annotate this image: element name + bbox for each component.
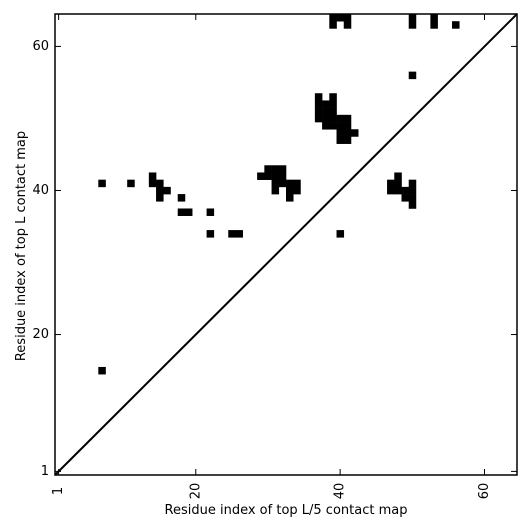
- contact-cell: [401, 186, 410, 195]
- contact-cell: [156, 186, 164, 195]
- contact-cell: [314, 93, 323, 101]
- contact-cell: [401, 194, 410, 202]
- contact-cell: [329, 114, 337, 123]
- contact-cell: [394, 172, 402, 180]
- x-tick-label: 1: [51, 487, 66, 495]
- contact-cell: [278, 172, 287, 180]
- contact-cell: [408, 21, 417, 29]
- contact-cell: [408, 186, 417, 195]
- contact-cell: [314, 114, 323, 123]
- contact-cell: [206, 208, 215, 216]
- x-tick-label: 40: [333, 483, 348, 500]
- contact-cell: [329, 100, 337, 108]
- contact-cell: [408, 71, 417, 80]
- contact-cell: [336, 136, 345, 144]
- contact-cell: [343, 21, 352, 29]
- contact-cell: [343, 129, 352, 137]
- contact-cell: [148, 179, 157, 188]
- contact-cell: [314, 100, 323, 108]
- contact-cell: [314, 107, 323, 116]
- contact-cell: [343, 14, 352, 22]
- contact-cell: [329, 122, 337, 130]
- y-axis-label: Residue index of top L contact map: [14, 131, 29, 361]
- y-tick-label: 40: [32, 183, 49, 198]
- contact-cell: [127, 179, 135, 188]
- x-axis-label: Residue index of top L/5 contact map: [165, 503, 408, 518]
- x-tick-label: 60: [477, 483, 492, 500]
- contact-cell: [98, 366, 106, 375]
- y-tick-label: 60: [32, 39, 49, 54]
- contact-cell: [329, 21, 337, 29]
- contact-cell: [278, 179, 287, 188]
- contact-cell: [350, 129, 359, 137]
- contact-cell: [322, 114, 330, 123]
- contact-cell: [271, 172, 280, 180]
- contact-cell: [322, 100, 330, 108]
- contact-cell: [343, 122, 352, 130]
- contact-cell: [235, 230, 243, 238]
- contact-cell: [206, 230, 215, 238]
- contact-cell: [293, 179, 301, 188]
- contact-cell: [184, 208, 193, 216]
- contact-cell: [408, 14, 417, 22]
- contact-cell: [387, 179, 395, 188]
- contact-cell: [336, 114, 345, 123]
- contact-cell: [329, 107, 337, 116]
- contact-cell: [322, 122, 330, 130]
- contact-cell: [430, 21, 438, 29]
- contact-cell: [408, 201, 417, 209]
- contact-cell: [329, 93, 337, 101]
- contact-cell: [271, 186, 280, 195]
- contact-cell: [264, 172, 272, 180]
- contact-cell: [430, 14, 438, 22]
- contact-cell: [264, 165, 272, 173]
- contact-cell: [271, 179, 280, 188]
- contact-cell: [322, 107, 330, 116]
- contact-cell: [408, 179, 417, 188]
- diagonal-line: [54, 13, 518, 476]
- contact-cell: [148, 172, 157, 180]
- contact-cells: [98, 14, 460, 375]
- contact-cell: [394, 186, 402, 195]
- contact-cell: [177, 194, 186, 202]
- axis-ticks: 1 20 40 60 1 20 40 60: [32, 14, 517, 499]
- contact-cell: [394, 179, 402, 188]
- contact-cell: [271, 165, 280, 173]
- x-tick-label: 20: [188, 483, 203, 500]
- contact-cell: [286, 186, 294, 195]
- contact-cell: [343, 136, 352, 144]
- contact-cell: [156, 179, 164, 188]
- contact-cell: [387, 186, 395, 195]
- y-tick-label: 20: [32, 327, 49, 342]
- contact-cell: [336, 129, 345, 137]
- contact-cell: [278, 165, 287, 173]
- contact-cell: [329, 14, 337, 22]
- contact-cell: [343, 114, 352, 123]
- contact-cell: [257, 172, 265, 180]
- contact-cell: [156, 194, 164, 202]
- contact-cell: [286, 179, 294, 188]
- contact-cell: [228, 230, 236, 238]
- y-tick-label: 1: [41, 464, 49, 479]
- contact-cell: [293, 186, 301, 195]
- contact-cell: [452, 21, 460, 29]
- contact-cell: [336, 230, 345, 238]
- contact-cell: [98, 179, 106, 188]
- contact-cell: [163, 186, 171, 195]
- contact-cell: [286, 194, 294, 202]
- contact-cell: [336, 122, 345, 130]
- contact-cell: [408, 194, 417, 202]
- plot-frame: [54, 13, 518, 476]
- contact-cell: [177, 208, 186, 216]
